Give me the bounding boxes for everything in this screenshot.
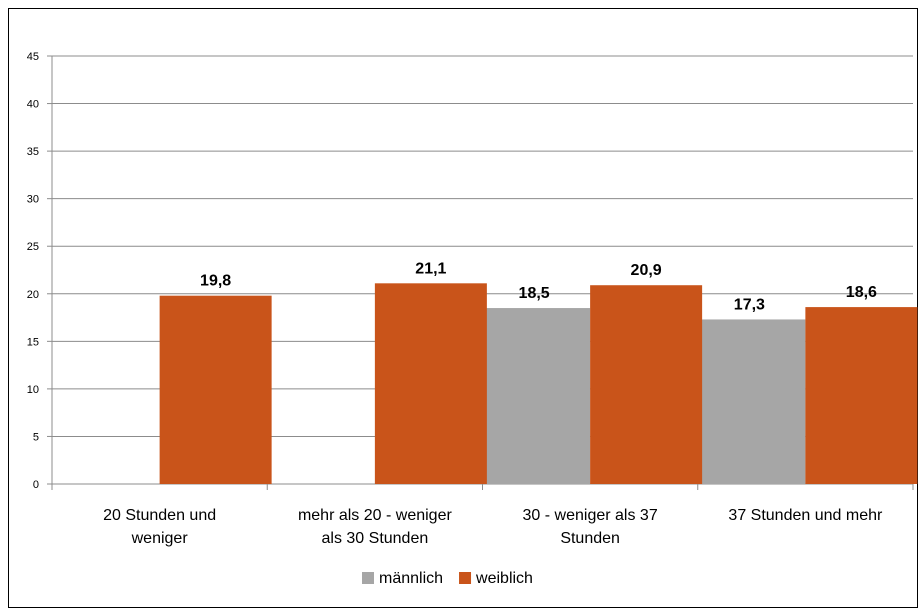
y-tick-label: 45 [27,51,39,63]
y-tick-label: 35 [27,146,39,158]
x-tick-label: mehr als 20 - weniger [298,507,453,524]
data-label: 21,1 [415,260,446,277]
legend-swatch [362,572,374,584]
data-label: 17,3 [734,296,765,313]
x-tick-label: Stunden [560,530,620,547]
y-tick-label: 25 [27,241,39,253]
y-tick-label: 40 [27,99,39,111]
y-tick-label: 10 [27,384,39,396]
bars [159,283,918,484]
bar [374,283,487,484]
legend-label: männlich [379,570,443,587]
x-tick-label: 37 Stunden und mehr [728,507,883,524]
legend-swatch [459,572,472,584]
bar [159,295,272,484]
data-label: 18,6 [846,284,877,301]
data-label: 20,9 [631,262,662,279]
y-tick-label: 20 [27,289,39,301]
y-tick-label: 5 [33,431,39,443]
y-tick-label: 30 [27,194,39,206]
legend: männlich weiblich [362,570,533,587]
data-label: 19,8 [200,273,231,290]
legend-label: weiblich [475,570,533,587]
data-label: 18,5 [519,285,550,302]
x-tick-label: 30 - weniger als 37 [523,507,658,524]
y-tick-label: 0 [33,479,39,491]
x-tick-label: weniger [131,530,189,547]
y-tick-label: 15 [27,336,39,348]
bar [590,285,703,484]
x-tick-label: 20 Stunden und [103,507,216,524]
bar [805,307,918,484]
x-tick-label: als 30 Stunden [322,530,429,547]
bar [693,319,806,484]
bar [478,308,591,484]
y-axis: 0 5 10 15 20 25 30 35 40 45 [27,51,53,491]
x-axis: 20 Stunden und weniger mehr als 20 - wenig… [51,483,914,547]
data-labels: 18,5 17,3 19,8 21,1 20,9 18,6 [200,260,877,313]
